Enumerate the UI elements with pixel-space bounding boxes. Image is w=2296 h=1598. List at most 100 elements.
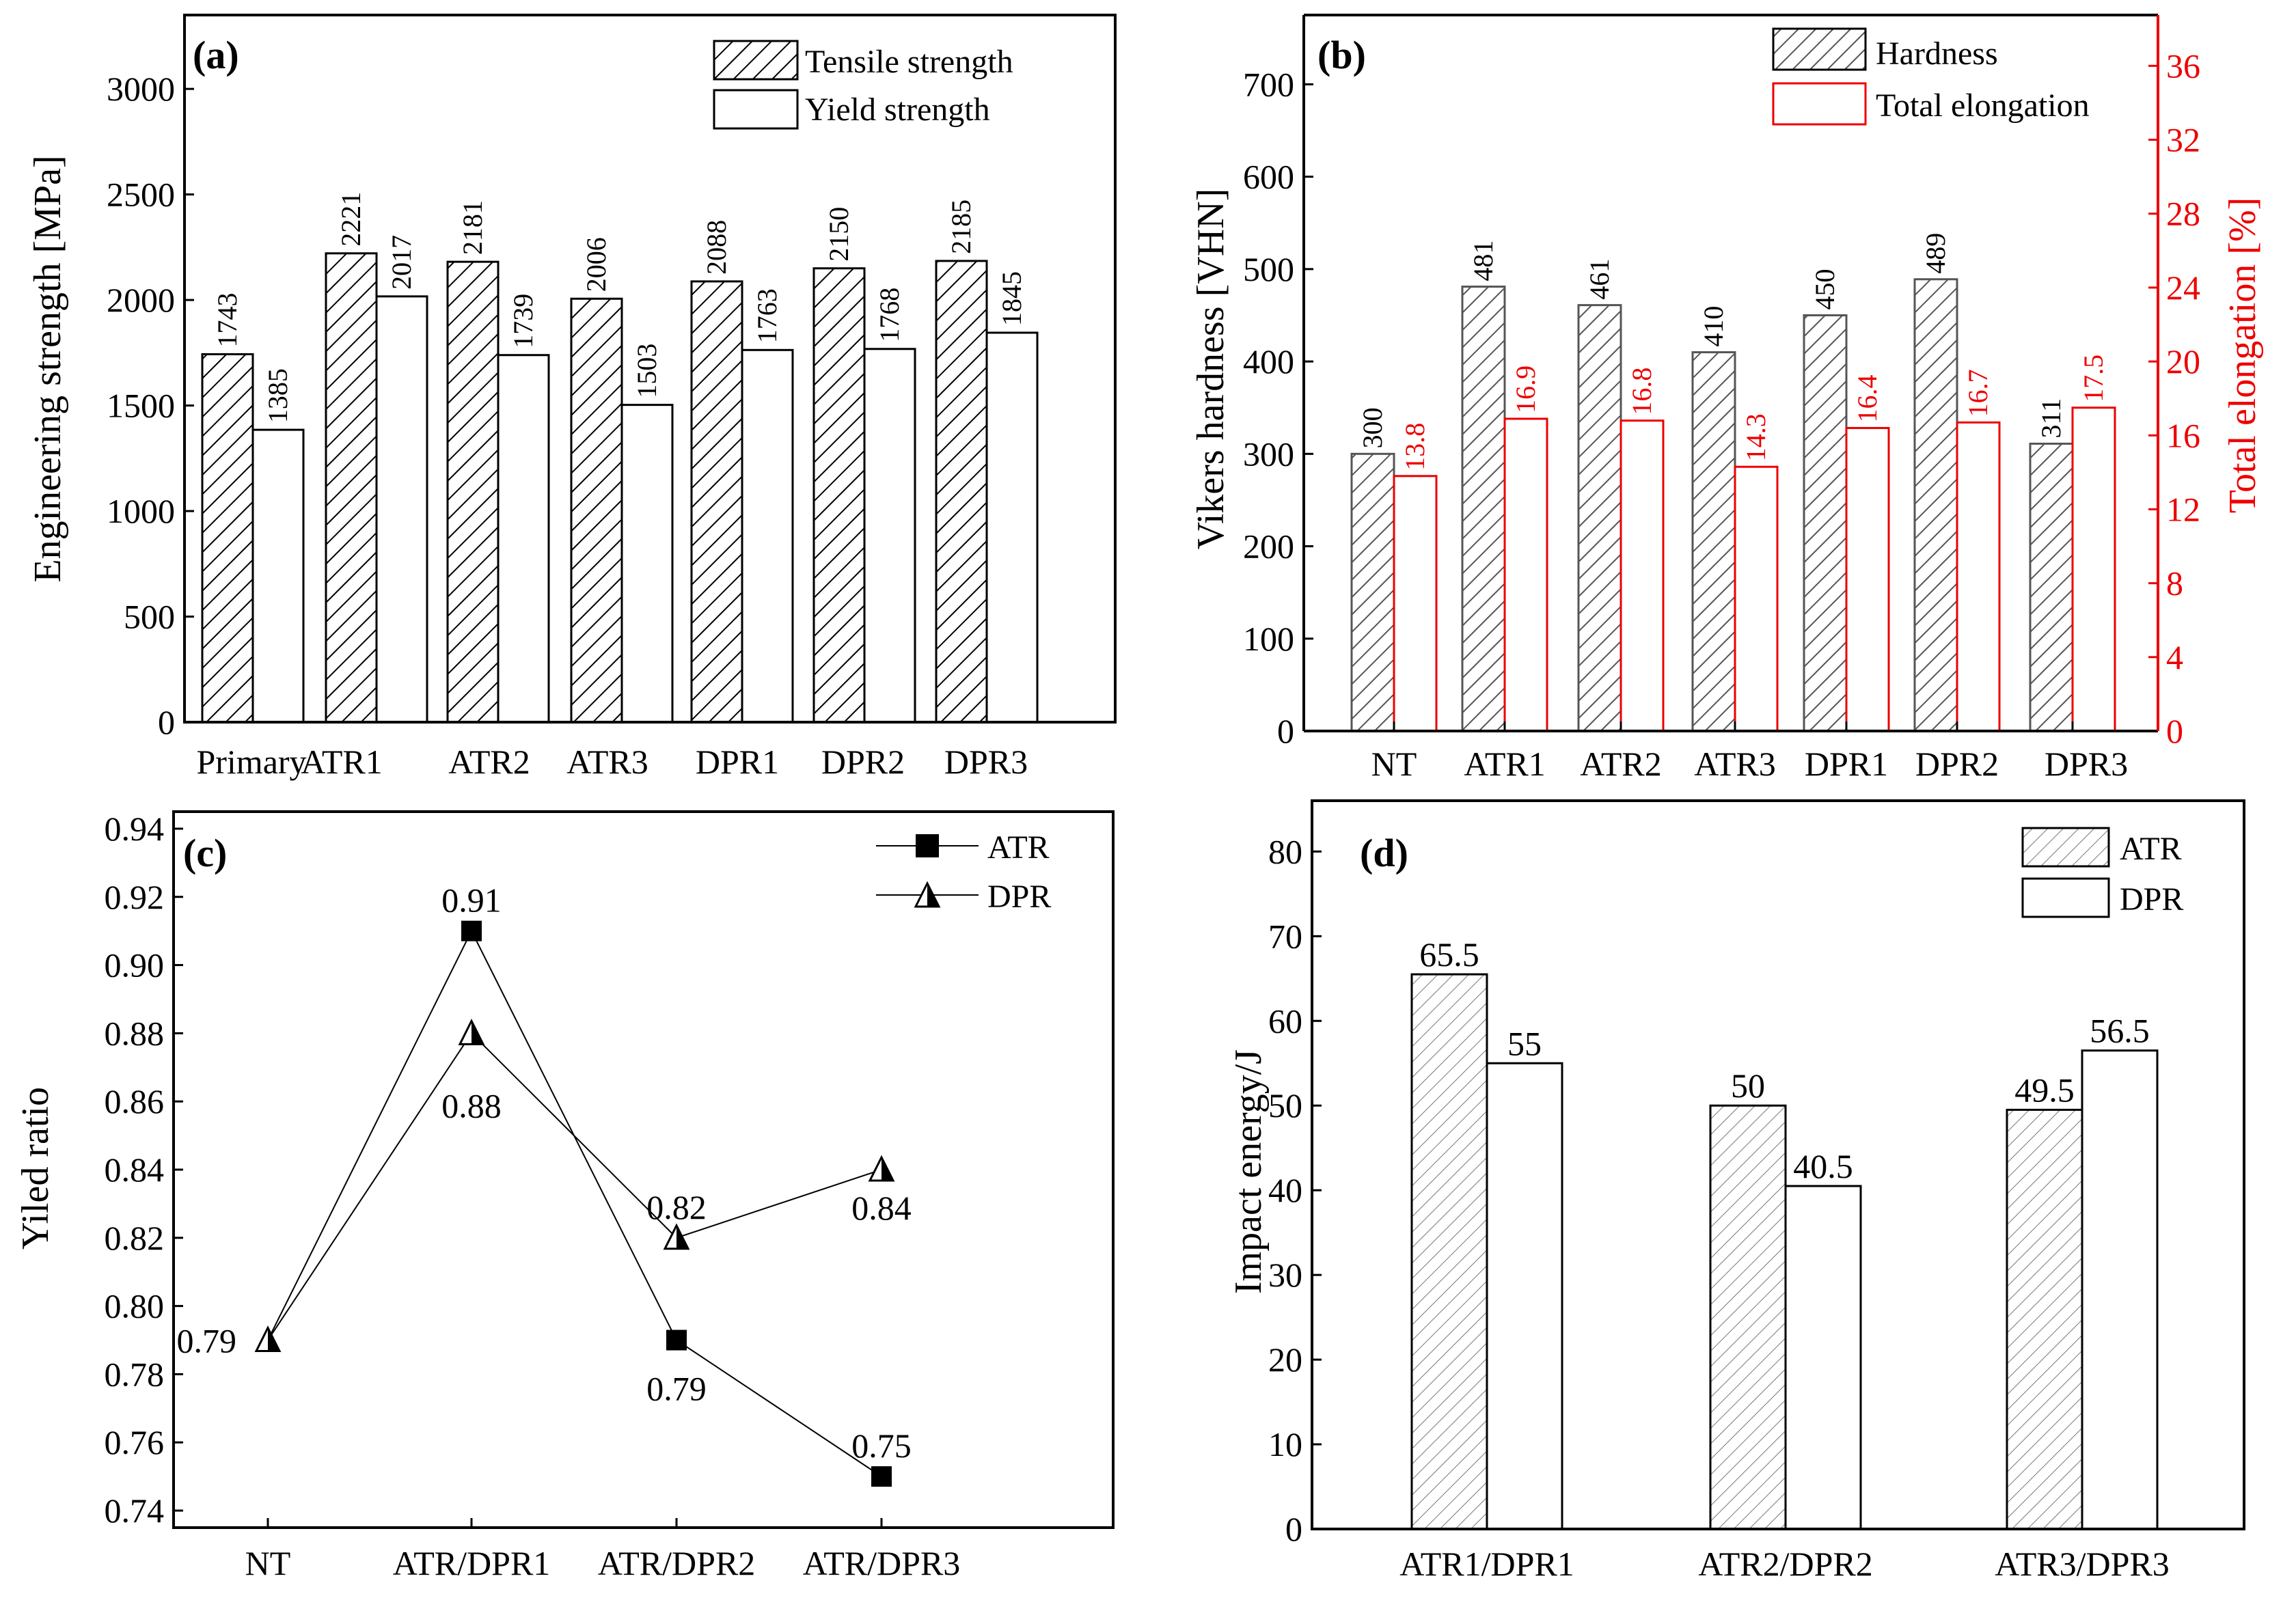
atr-value-label: 0.79	[177, 1322, 237, 1360]
elongation-bar	[1956, 421, 2001, 732]
x-tick-label: ATR3	[566, 743, 648, 781]
x-tick-label: DPR2	[821, 743, 905, 781]
y-tick-label: 70	[1268, 917, 1302, 955]
y-tick-label: 2500	[107, 176, 175, 214]
panel-b-tag: (b)	[1317, 33, 1366, 77]
legend-hardness-swatch	[1772, 27, 1867, 71]
dpr-bar	[1486, 1062, 1563, 1530]
tensile-bar	[812, 267, 866, 724]
bar-value-label: 56.5	[2090, 1012, 2150, 1050]
dpr-point	[868, 1155, 895, 1182]
atr-bar	[2006, 1108, 2083, 1530]
x-tick-label: ATR2	[448, 743, 530, 781]
x-tick-label: ATR1/DPR1	[1399, 1545, 1574, 1583]
bar-value-label: 49.5	[2014, 1071, 2075, 1109]
legend-elongation-swatch	[1772, 82, 1867, 126]
bar-value-label: 1763	[752, 288, 782, 343]
atr-series-line	[267, 929, 882, 1477]
y-tick-label: 300	[1243, 435, 1294, 473]
x-tick-label: DPR1	[1805, 745, 1888, 783]
hardness-bar	[2029, 442, 2074, 732]
yield-bar	[375, 295, 428, 724]
hardness-bar	[1350, 452, 1395, 732]
x-tick-label: Primary	[196, 743, 306, 781]
dpr-bar	[1784, 1185, 1862, 1530]
right-tick-label: 8	[2166, 564, 2183, 603]
y-tick-label: 0.80	[105, 1287, 165, 1325]
bar-value-label: 2150	[823, 207, 854, 262]
y-tick-label: 40	[1268, 1171, 1302, 1209]
y-tick-label: 2000	[107, 281, 175, 319]
x-tick-label: ATR1	[1464, 745, 1545, 783]
hardness-bar	[1691, 351, 1736, 732]
dpr-value-label: 0.88	[441, 1086, 502, 1125]
atr-value-label: 0.75	[851, 1427, 912, 1465]
legend-yield-label: Yield strength	[805, 92, 990, 128]
elongation-value-label: 16.4	[1852, 374, 1883, 422]
right-tick-label: 20	[2166, 342, 2200, 381]
tensile-bar	[935, 260, 988, 724]
panel-d-legend: ATR DPR	[2021, 827, 2183, 918]
hardness-bar	[1803, 314, 1848, 732]
y-tick-label: 10	[1268, 1425, 1302, 1463]
y-tick-label: 20	[1268, 1340, 1302, 1379]
legend-atr-swatch	[2021, 827, 2110, 868]
bar-value-label: 1845	[996, 271, 1027, 326]
y-tick-label: 100	[1243, 620, 1294, 658]
elongation-value-label: 17.5	[2078, 355, 2109, 402]
x-tick-label: ATR2	[1580, 745, 1661, 783]
y-tick-label: 0.92	[105, 878, 165, 916]
x-tick-label: ATR3	[1694, 745, 1775, 783]
panel-c-yield-ratio-chart: 0.74 0.76 0.78 0.80 0.82 0.84 0.86 0.88 0.90 0.92…	[14, 810, 1115, 1582]
hardness-value-label: 300	[1357, 407, 1388, 448]
x-tick-label: NT	[1371, 745, 1417, 783]
bar-value-label: 2006	[581, 237, 612, 292]
y-tick-label: 0.78	[105, 1355, 165, 1393]
hardness-bar	[1577, 304, 1622, 732]
elongation-bar	[1734, 465, 1779, 732]
y-tick-label: 0.84	[105, 1151, 165, 1189]
tensile-bar	[201, 353, 254, 724]
legend-atr-label-d: ATR	[2120, 831, 2182, 867]
hardness-value-label: 489	[1920, 233, 1951, 274]
tensile-bar	[570, 297, 623, 724]
y-tick-label: 80	[1268, 832, 1302, 870]
y-tick-label: 0.82	[105, 1219, 165, 1257]
panel-d-impact-energy-chart: 0 10 20 30 40 50 60 70 80 65.5 55 ATR1/DPR1 50 40.5 AT…	[1227, 799, 2245, 1583]
panel-b-hardness-chart: 0 100 200 300 400 500 600 700 0 4 8 12 16 20 24 28 32 36 3…	[1190, 14, 2264, 783]
atr-value-label: 0.91	[441, 881, 502, 920]
bar-value-label: 1739	[508, 294, 538, 348]
yield-bar	[741, 348, 794, 724]
dpr-point-fill	[472, 1021, 483, 1045]
legend-atr-marker	[916, 834, 939, 857]
dpr-point	[458, 1019, 485, 1045]
legend-hardness-label: Hardness	[1876, 36, 1998, 72]
panel-a-frame	[183, 14, 1117, 724]
bar-value-label: 1768	[874, 288, 905, 342]
right-tick-label: 28	[2166, 195, 2200, 233]
y-tick-label: 1000	[107, 492, 175, 530]
bar-value-label: 50	[1731, 1066, 1765, 1105]
elongation-value-label: 16.7	[1963, 369, 1993, 417]
elongation-bar	[1393, 475, 1438, 732]
y-tick-label: 0	[158, 703, 175, 741]
panel-b-legend: Hardness Total elongation	[1772, 27, 2090, 126]
bar-value-label: 1385	[262, 368, 293, 423]
panel-c-legend: ATR DPR	[876, 829, 1051, 915]
y-tick-label: 0.86	[105, 1082, 165, 1120]
hardness-value-label: 481	[1468, 240, 1499, 281]
hardness-value-label: 450	[1809, 268, 1840, 309]
dpr-point	[254, 1325, 282, 1353]
atr-bar	[1410, 973, 1488, 1530]
atr-bar	[1709, 1104, 1787, 1530]
right-tick-label: 0	[2166, 712, 2183, 750]
y-tick-label: 600	[1243, 158, 1294, 196]
yield-bar	[620, 404, 674, 724]
legend-dpr-marker	[914, 881, 941, 908]
legend-tensile-label: Tensile strength	[805, 44, 1013, 80]
y-tick-label: 50	[1268, 1086, 1302, 1125]
panel-d-tag: (d)	[1360, 831, 1408, 875]
bar-value-label: 55	[1507, 1024, 1542, 1062]
right-tick-label: 36	[2166, 46, 2200, 85]
legend-dpr-label-d: DPR	[2120, 881, 2183, 918]
